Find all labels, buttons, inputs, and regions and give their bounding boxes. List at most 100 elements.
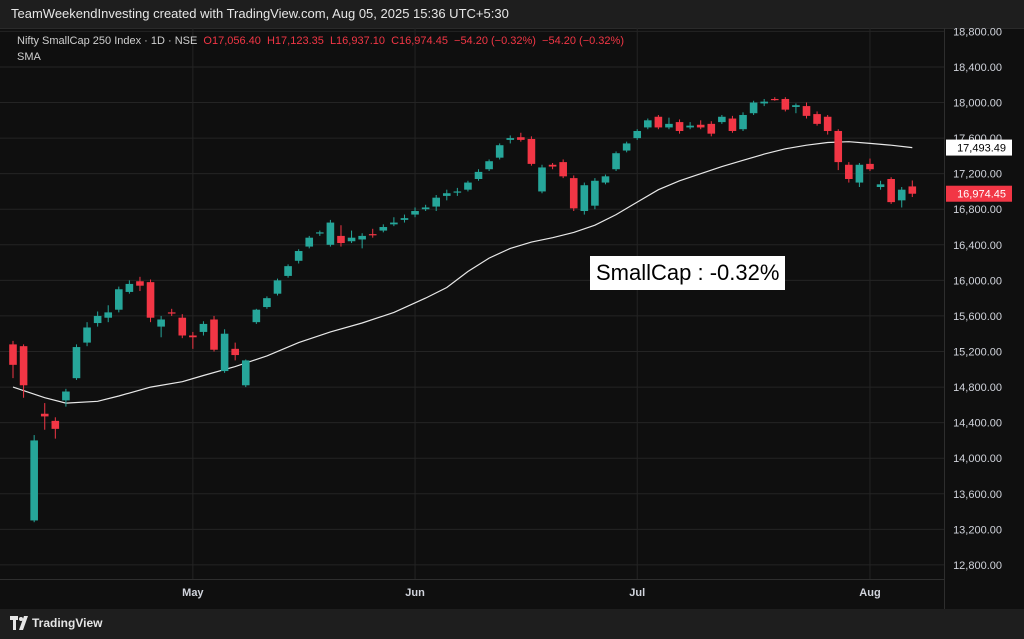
candle-body — [400, 218, 409, 220]
symbol-label[interactable]: Nifty SmallCap 250 Index · 1D · NSE — [17, 35, 198, 47]
candle-body — [718, 116, 726, 123]
candle-body — [506, 138, 515, 140]
candle-body — [93, 315, 102, 324]
candle-body — [125, 283, 134, 292]
chart-panel[interactable] — [0, 28, 1024, 610]
candle-body — [538, 167, 546, 192]
bottom-bar — [0, 609, 1024, 639]
candle-body — [273, 280, 282, 294]
candle-body — [146, 282, 155, 318]
candle-body — [474, 171, 483, 180]
candle-body — [707, 123, 716, 134]
candle-body — [231, 348, 239, 356]
sma-line — [12, 141, 913, 404]
candle-body — [316, 232, 324, 234]
candle-body — [548, 164, 557, 167]
y-tick-label: 12,800.00 — [953, 560, 1002, 572]
candle-body — [813, 114, 821, 124]
y-tick-label: 14,400.00 — [953, 418, 1002, 430]
close-value: C16,974.45 — [391, 35, 448, 47]
candle-body — [591, 180, 599, 206]
sma-indicator-label[interactable]: SMA — [17, 51, 41, 63]
x-tick-label: Jun — [405, 587, 425, 599]
candle-body — [464, 182, 472, 190]
candle-body — [781, 98, 790, 110]
candle-body — [210, 319, 218, 350]
candle-body — [749, 102, 758, 114]
candle-body — [760, 101, 768, 104]
candle-body — [453, 191, 462, 193]
candle-body — [770, 98, 779, 101]
candle-body — [485, 161, 493, 170]
candle-body — [601, 176, 610, 183]
y-tick-label: 13,600.00 — [953, 489, 1002, 501]
symbol-header: Nifty SmallCap 250 Index · 1D · NSE O17,… — [17, 35, 627, 47]
candle-body — [569, 178, 578, 209]
candle-body — [263, 298, 271, 308]
sma-value-tag-bg — [946, 139, 1012, 156]
candle-body — [897, 189, 906, 201]
candle-body — [51, 420, 60, 429]
candle-body — [802, 106, 811, 116]
candle-body — [495, 145, 504, 158]
candle-body — [792, 105, 800, 107]
candle-body — [876, 184, 885, 188]
high-value: H17,123.35 — [266, 35, 324, 47]
candle-body — [527, 138, 536, 164]
low-value: L16,937.10 — [329, 35, 385, 47]
candle-body — [379, 227, 388, 231]
candle-body — [368, 234, 377, 236]
candle-body — [665, 123, 673, 128]
candle-body — [305, 237, 314, 247]
candle-body — [62, 391, 70, 401]
change-value-2: −54.20 (−0.32%) — [542, 35, 624, 47]
tradingview-logo-icon[interactable] — [10, 616, 28, 630]
y-tick-label: 18,000.00 — [953, 98, 1002, 110]
candle-body — [83, 327, 91, 343]
candle-body — [9, 344, 17, 365]
candle-body — [40, 413, 49, 417]
candle-body — [887, 179, 895, 203]
candle-body — [432, 197, 440, 207]
candle-body — [855, 164, 864, 183]
y-tick-label: 18,400.00 — [953, 62, 1002, 74]
candle-body — [347, 237, 356, 242]
candle-body — [294, 251, 303, 261]
candle-body — [178, 317, 187, 336]
candle-body — [104, 312, 113, 318]
candle-body — [411, 211, 419, 215]
candle-body — [358, 235, 366, 240]
y-tick-label: 15,200.00 — [953, 347, 1002, 359]
candle-body — [167, 312, 176, 314]
y-tick-label: 16,800.00 — [953, 204, 1002, 216]
candle-body — [157, 319, 165, 327]
y-tick-label: 15,600.00 — [953, 311, 1002, 323]
candle-body — [136, 281, 144, 286]
candle-body — [220, 333, 229, 372]
y-tick-label: 14,000.00 — [953, 453, 1002, 465]
candle-body — [908, 186, 917, 194]
candle-body — [30, 440, 38, 521]
y-tick-label: 16,400.00 — [953, 240, 1002, 252]
candle-body — [633, 130, 642, 139]
candle-body — [421, 207, 430, 210]
candle-body — [834, 130, 843, 163]
y-tick-label: 16,000.00 — [953, 275, 1002, 287]
candle-body — [696, 124, 705, 128]
annotation-box: SmallCap : -0.32% — [590, 256, 786, 290]
x-tick-label: Jul — [629, 587, 645, 599]
x-tick-label: Aug — [859, 587, 880, 599]
last-price-tag: 16,974.45 — [957, 189, 1006, 201]
candle-body — [241, 360, 250, 386]
candle-body — [644, 120, 652, 128]
candle-body — [189, 335, 197, 338]
candle-body — [654, 116, 663, 128]
candle-body — [115, 289, 123, 310]
y-tick-label: 18,800.00 — [953, 28, 1002, 38]
y-tick-label: 13,200.00 — [953, 524, 1002, 536]
price-chart[interactable]: 12,800.00 13,200.00 13,600.00 14,000.00 14,4… — [0, 28, 1024, 609]
candle-body — [19, 346, 28, 386]
top-bar: TeamWeekendInvesting created with Tradin… — [0, 0, 1024, 28]
candle-body — [823, 116, 832, 131]
tradingview-brand[interactable]: TradingView — [32, 616, 103, 630]
